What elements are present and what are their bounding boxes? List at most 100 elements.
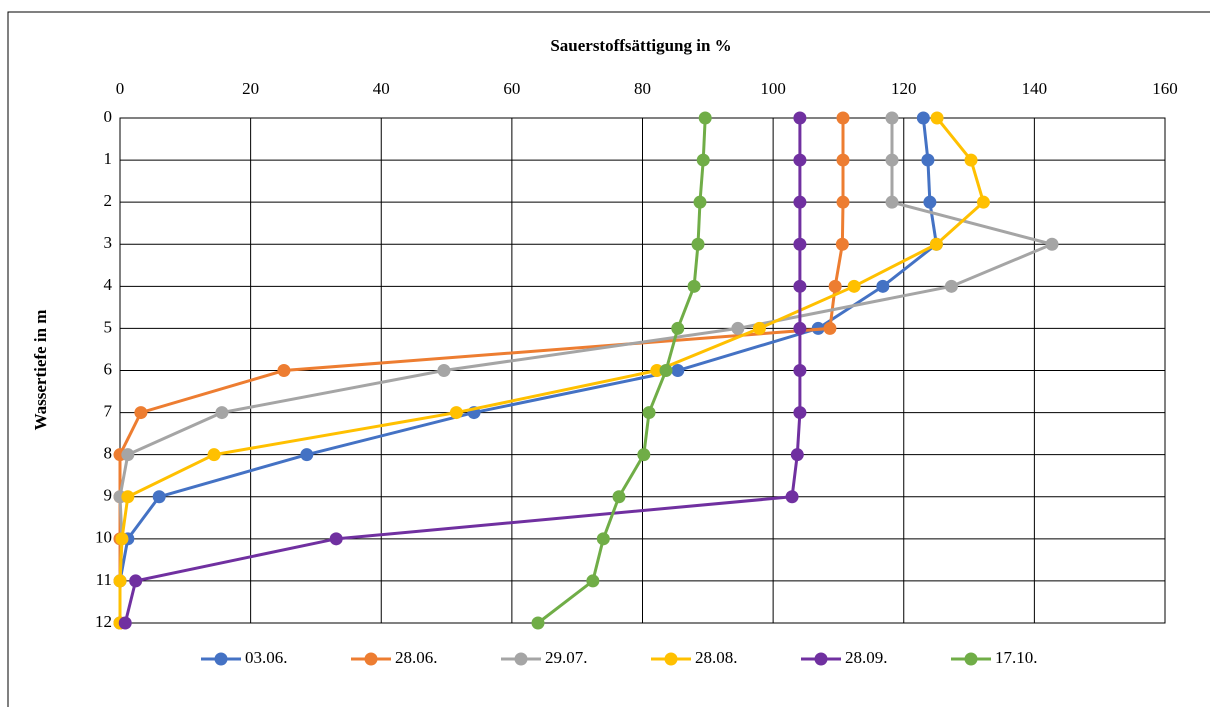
data-point bbox=[731, 321, 745, 335]
data-point bbox=[876, 279, 890, 293]
data-point bbox=[923, 195, 937, 209]
data-point bbox=[586, 574, 600, 588]
data-point bbox=[752, 321, 766, 335]
y-tick-label: 11 bbox=[96, 570, 112, 589]
data-point bbox=[449, 406, 463, 420]
y-axis-title: Wassertiefe in m bbox=[31, 310, 50, 431]
y-tick-label: 8 bbox=[104, 444, 113, 463]
data-point bbox=[1045, 237, 1059, 251]
legend-label: 03.06. bbox=[245, 648, 288, 667]
x-tick-label: 160 bbox=[1152, 79, 1178, 98]
y-tick-label: 2 bbox=[104, 191, 113, 210]
y-tick-label: 4 bbox=[104, 275, 113, 294]
data-point bbox=[329, 532, 343, 546]
data-point bbox=[698, 111, 712, 125]
data-point bbox=[944, 279, 958, 293]
data-point bbox=[921, 153, 935, 167]
data-point bbox=[836, 153, 850, 167]
data-point bbox=[929, 237, 943, 251]
legend-marker bbox=[814, 652, 828, 666]
data-point bbox=[835, 237, 849, 251]
data-point bbox=[687, 279, 701, 293]
data-point bbox=[793, 111, 807, 125]
data-point bbox=[696, 153, 710, 167]
data-point bbox=[793, 237, 807, 251]
data-point bbox=[650, 364, 664, 377]
data-point bbox=[113, 574, 127, 588]
x-tick-label: 20 bbox=[242, 79, 259, 98]
data-point bbox=[793, 364, 807, 377]
x-tick-label: 40 bbox=[373, 79, 390, 98]
data-point bbox=[847, 279, 861, 293]
data-point bbox=[596, 532, 610, 546]
data-point bbox=[916, 111, 930, 125]
data-point bbox=[793, 321, 807, 335]
data-point bbox=[693, 195, 707, 209]
data-point bbox=[152, 490, 166, 504]
legend-marker bbox=[964, 652, 978, 666]
data-point bbox=[300, 448, 314, 462]
legend-label: 28.06. bbox=[395, 648, 438, 667]
data-point bbox=[793, 195, 807, 209]
data-point bbox=[885, 111, 899, 125]
y-tick-label: 10 bbox=[95, 528, 112, 547]
legend-marker bbox=[514, 652, 528, 666]
x-tick-label: 100 bbox=[760, 79, 786, 98]
data-point bbox=[836, 111, 850, 125]
data-point bbox=[885, 153, 899, 167]
data-point bbox=[785, 490, 799, 504]
data-point bbox=[790, 448, 804, 462]
data-point bbox=[793, 406, 807, 420]
data-point bbox=[691, 237, 705, 251]
data-point bbox=[121, 448, 135, 462]
data-point bbox=[437, 364, 451, 377]
legend-marker bbox=[664, 652, 678, 666]
chart-frame bbox=[7, 11, 1210, 712]
data-point bbox=[823, 321, 837, 335]
legend-label: 28.08. bbox=[695, 648, 738, 667]
data-point bbox=[671, 364, 685, 377]
x-tick-label: 140 bbox=[1022, 79, 1048, 98]
data-point bbox=[129, 574, 143, 588]
y-tick-label: 7 bbox=[104, 401, 113, 420]
data-point bbox=[671, 321, 685, 335]
legend-label: 29.07. bbox=[545, 648, 588, 667]
data-point bbox=[828, 279, 842, 293]
x-tick-label: 0 bbox=[116, 79, 125, 98]
x-axis-title: Sauerstoffsättigung in % bbox=[550, 36, 731, 55]
x-tick-label: 80 bbox=[634, 79, 651, 98]
data-point bbox=[793, 153, 807, 167]
data-point bbox=[659, 364, 673, 377]
data-point bbox=[836, 195, 850, 209]
data-point bbox=[115, 532, 129, 546]
legend-marker bbox=[214, 652, 228, 666]
data-point bbox=[121, 490, 135, 504]
data-point bbox=[215, 406, 229, 420]
y-tick-label: 6 bbox=[104, 359, 113, 378]
y-tick-label: 5 bbox=[104, 317, 113, 336]
plot-frame bbox=[119, 117, 1166, 624]
y-tick-label: 0 bbox=[104, 107, 113, 126]
x-tick-label: 60 bbox=[503, 79, 520, 98]
legend-label: 28.09. bbox=[845, 648, 888, 667]
x-tick-label: 120 bbox=[891, 79, 917, 98]
data-point bbox=[930, 111, 944, 125]
data-point bbox=[134, 406, 148, 420]
data-point bbox=[964, 153, 978, 167]
data-point bbox=[207, 448, 221, 462]
y-tick-label: 1 bbox=[104, 149, 113, 168]
legend-label: 17.10. bbox=[995, 648, 1038, 667]
data-point bbox=[642, 406, 656, 420]
data-point bbox=[976, 195, 990, 209]
data-point bbox=[612, 490, 626, 504]
legend-marker bbox=[364, 652, 378, 666]
data-point bbox=[118, 616, 132, 630]
data-point bbox=[637, 448, 651, 462]
y-tick-label: 9 bbox=[104, 486, 113, 505]
y-tick-label: 12 bbox=[95, 612, 112, 631]
data-point bbox=[793, 279, 807, 293]
data-point bbox=[277, 364, 291, 377]
data-point bbox=[531, 616, 545, 630]
